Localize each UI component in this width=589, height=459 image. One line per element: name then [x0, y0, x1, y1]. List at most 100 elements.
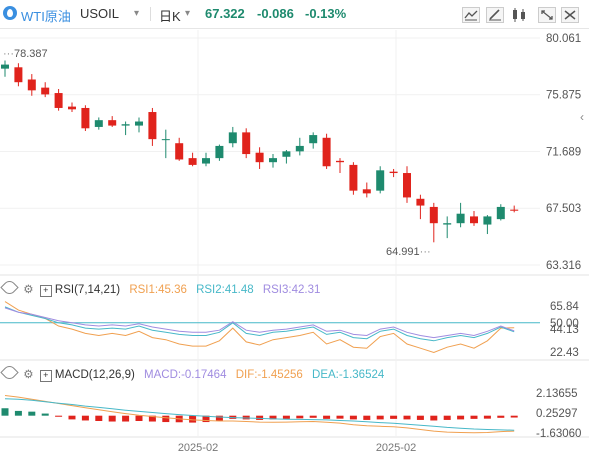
candle-body: [188, 158, 197, 165]
fullscreen-icon[interactable]: [538, 7, 556, 23]
candle-body: [416, 198, 425, 206]
macd-title[interactable]: MACD(12,26,9): [54, 369, 135, 381]
rsi-tick-label: 22.43: [550, 347, 579, 359]
macd-bar: [510, 415, 518, 418]
candle-body: [1, 64, 9, 69]
candle-body: [242, 132, 251, 155]
macd-bar: [162, 415, 170, 423]
candle-body: [175, 143, 184, 160]
rsi-tick-label: 44.13: [550, 324, 579, 336]
rsi1-value: RSI1:45.36: [129, 284, 187, 296]
macd-bar: [256, 415, 264, 420]
candle-body: [309, 135, 318, 144]
x-tick-label: 2025-02: [376, 442, 416, 454]
macd-bar: [202, 415, 210, 423]
candle-body: [483, 216, 492, 225]
candle-body: [161, 139, 170, 141]
macd-bar: [135, 415, 143, 421]
grid: [0, 30, 589, 438]
candle-body: [228, 132, 237, 144]
rsi-title[interactable]: RSI(7,14,21): [54, 284, 121, 296]
candle-body: [282, 151, 291, 157]
macd-bar: [323, 415, 331, 419]
candle-body: [68, 106, 76, 110]
dea-value: DEA:-1.36524: [312, 369, 385, 381]
candle-body: [41, 87, 50, 95]
settings-gear-icon[interactable]: ⚙: [23, 284, 34, 296]
macd-bar: [363, 415, 371, 420]
macd-value: MACD:-0.17464: [144, 369, 227, 381]
macd-bar: [376, 415, 384, 420]
candle-body: [429, 206, 438, 224]
macd-bar: [403, 415, 411, 420]
oil-drop-icon: [3, 6, 17, 20]
candle-type-icon[interactable]: [510, 7, 528, 23]
dea-line: [4, 398, 515, 431]
candlestick-series: [1, 60, 519, 243]
macd-bar: [349, 415, 357, 420]
y-tick-label: 63.316: [546, 260, 581, 272]
candle-body: [456, 213, 465, 224]
symbol-name[interactable]: WTI原油: [21, 9, 71, 24]
chevron-down-icon[interactable]: ▾: [134, 8, 140, 19]
macd-bar: [122, 415, 130, 422]
macd-bar: [483, 415, 491, 419]
candle-body: [403, 173, 411, 198]
macd-bar: [443, 415, 451, 420]
symbol-code[interactable]: USOIL: [80, 6, 120, 21]
price-change-pct: -0.13%: [305, 6, 347, 21]
dif-line: [4, 395, 515, 434]
candle-body: [510, 209, 519, 211]
candle-body: [121, 124, 130, 126]
macd-bar: [296, 415, 304, 419]
low-value: 64.991: [386, 246, 420, 258]
visibility-icon[interactable]: [0, 278, 19, 297]
macd-bar: [282, 415, 290, 419]
expand-icon[interactable]: +: [39, 370, 52, 382]
rsi3-value: RSI3:42.31: [262, 284, 321, 296]
macd-bar: [497, 415, 505, 418]
candle-body: [376, 170, 385, 191]
rsi-header: ⚙ + RSI(7,14,21) RSI1:45.36 RSI2:41.48 R…: [0, 278, 321, 297]
candle-body: [362, 189, 371, 194]
candle-body: [202, 158, 210, 164]
macd-bar: [95, 415, 103, 421]
settings-gear-icon[interactable]: ⚙: [23, 369, 34, 381]
candle-body: [322, 137, 331, 167]
price-change: -0.086: [257, 6, 294, 21]
high-price-label: ···78.387: [3, 48, 48, 60]
y-tick-label: 71.689: [546, 146, 581, 158]
macd-bar: [55, 415, 63, 417]
toolbar: WTI原油 USOIL ▾ 日K ▾ 67.322 -0.086 -0.13%: [0, 0, 589, 28]
last-price: 67.322: [205, 6, 245, 21]
settings-icon[interactable]: [561, 7, 579, 23]
draw-icon[interactable]: [486, 7, 504, 23]
candle-body: [215, 145, 224, 159]
candle-body: [496, 206, 505, 220]
visibility-icon[interactable]: [0, 363, 19, 382]
indicator-icon[interactable]: [462, 7, 480, 23]
rsi-tick-label: 50.00: [550, 318, 579, 330]
candle-body: [14, 67, 23, 83]
rsi3-line: [4, 307, 515, 339]
macd-bar: [457, 415, 465, 420]
y-tick-label: 75.875: [546, 90, 581, 102]
macd-tick-label: 0.25297: [536, 408, 578, 420]
macd-bar: [309, 415, 317, 418]
toolbar-divider-line: [0, 28, 589, 29]
high-dots: ···: [3, 48, 14, 60]
expand-icon[interactable]: +: [39, 285, 52, 297]
y-axis-labels: 80.061 75.875 71.689 67.503 63.316 2025-02 202…: [178, 33, 582, 454]
period-selector[interactable]: 日K: [159, 9, 181, 24]
macd-bar: [189, 415, 197, 423]
period-chevron-icon[interactable]: ▾: [185, 8, 191, 19]
dif-value: DIF:-1.45256: [235, 369, 303, 381]
rsi-tick-label: 65.84: [550, 301, 579, 313]
macd-bar: [1, 408, 9, 416]
macd-bar: [68, 415, 76, 420]
rsi2-value: RSI2:41.48: [196, 284, 254, 296]
collapse-arrow-icon[interactable]: ‹: [580, 110, 584, 124]
candle-body: [135, 121, 143, 126]
macd-tick-label: 2.13655: [536, 388, 578, 400]
